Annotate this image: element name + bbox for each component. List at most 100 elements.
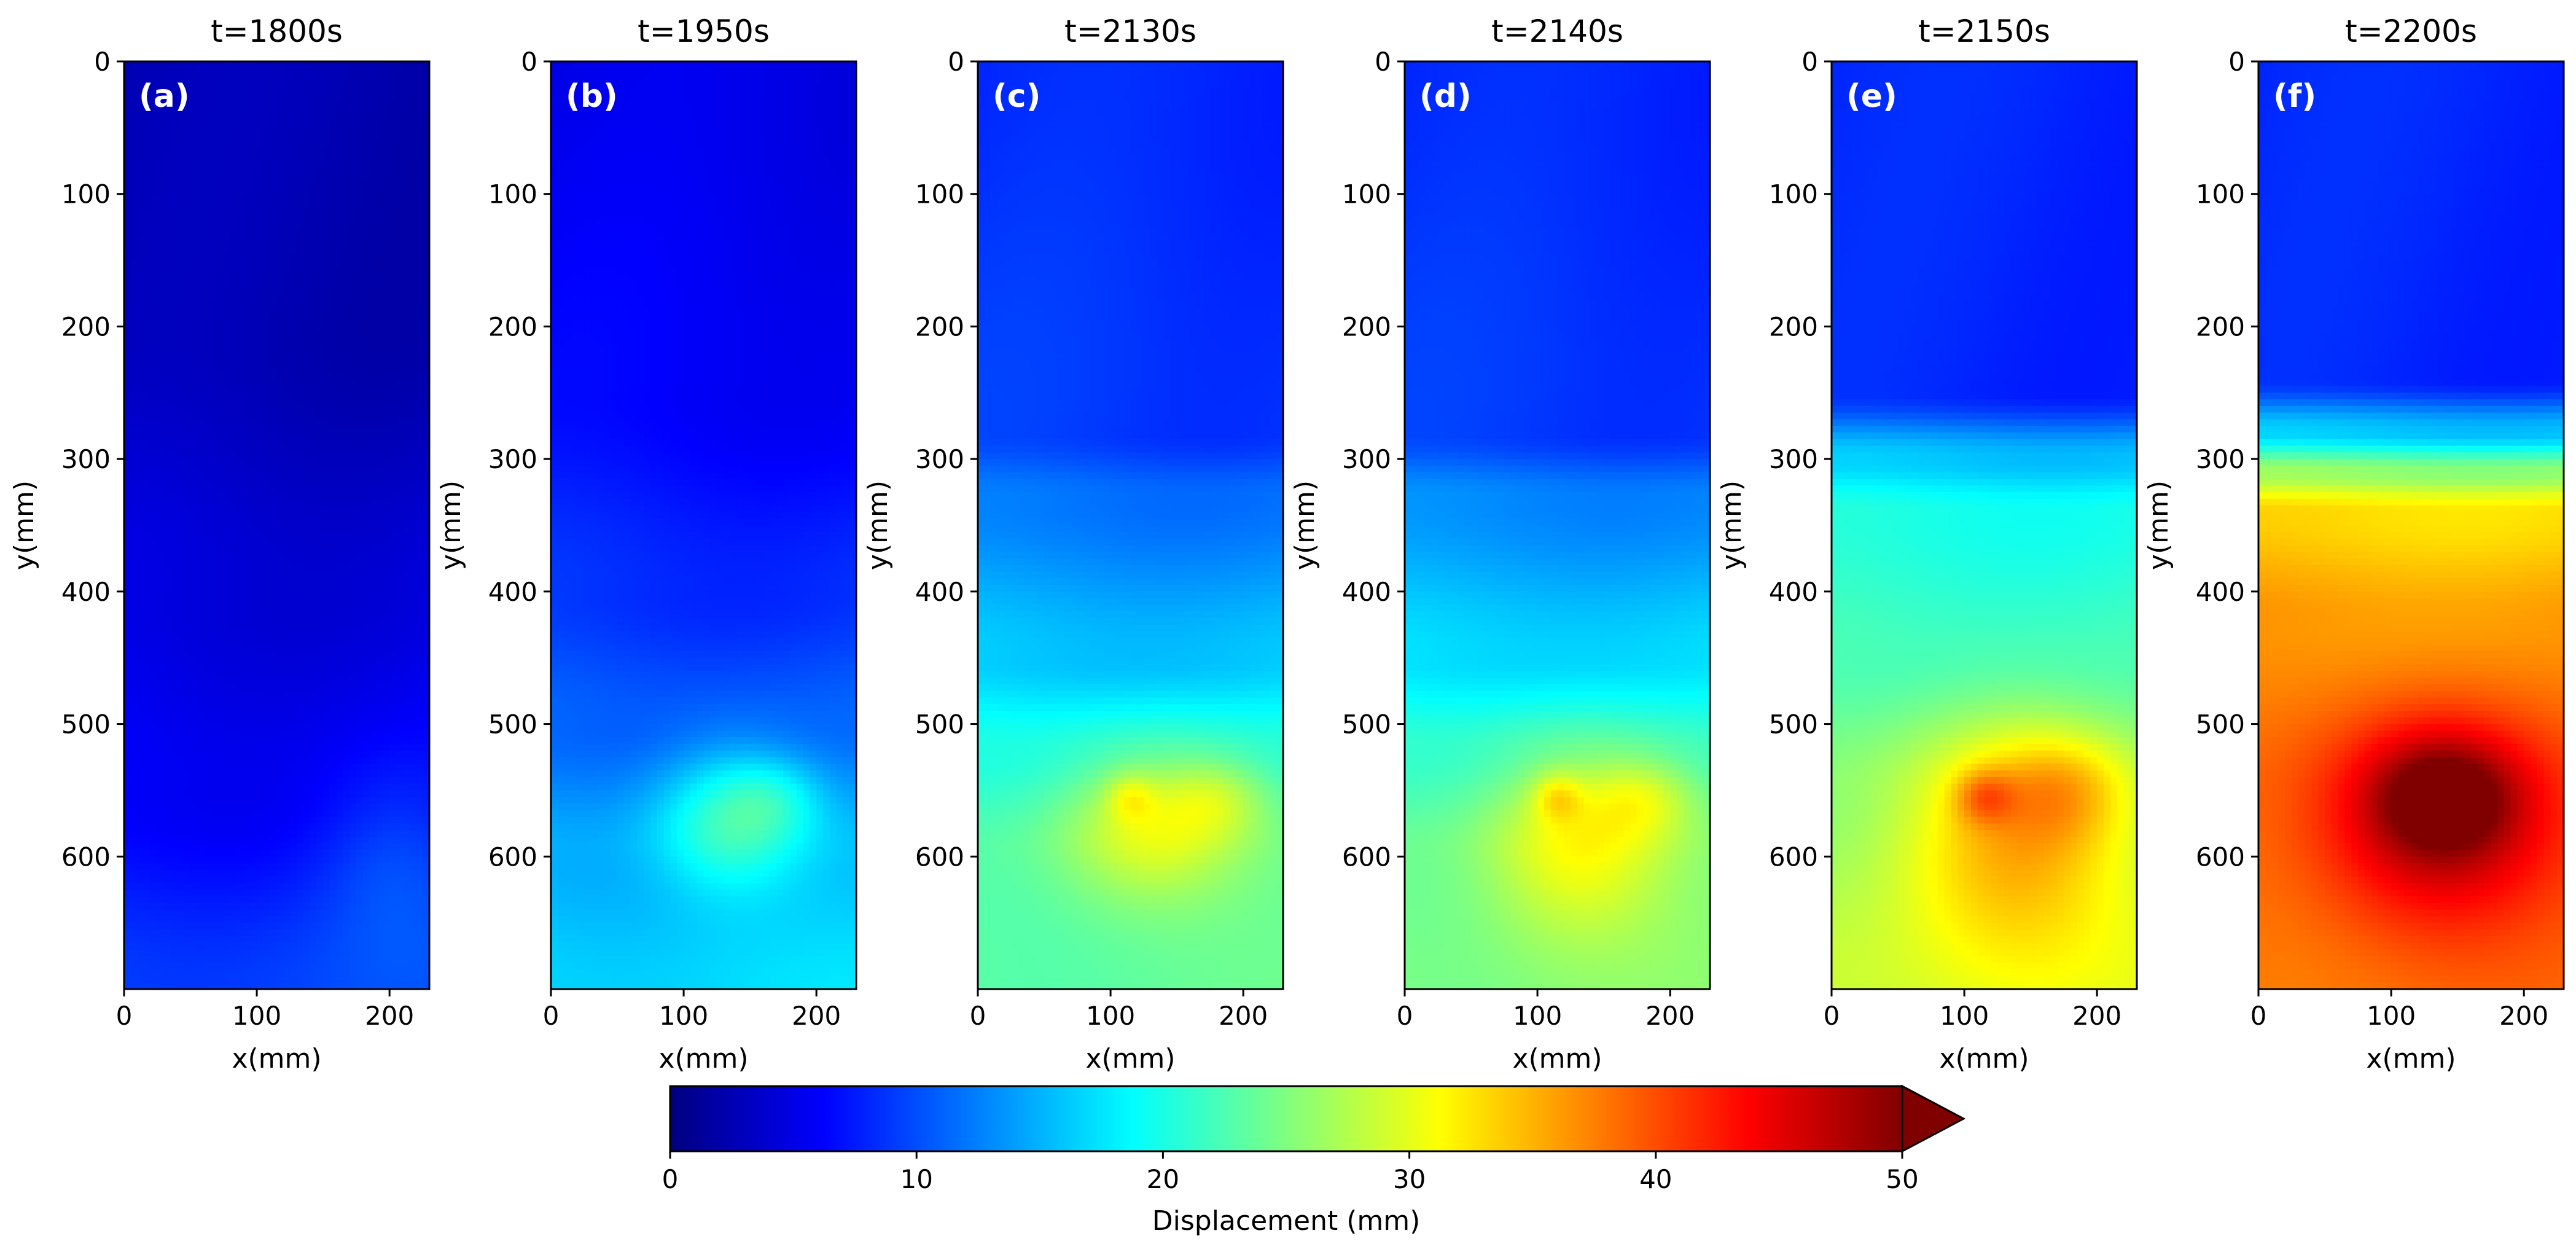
y-axis-label: y(mm)	[1289, 480, 1321, 570]
colorbar-tick-label: 30	[1393, 1164, 1426, 1194]
y-tick-label: 400	[488, 577, 537, 607]
y-tick-label: 100	[1769, 179, 1818, 209]
panel-tag-3: (d)	[1419, 78, 1472, 115]
x-axis-label: x(mm)	[658, 1043, 748, 1074]
y-tick-label: 600	[1769, 842, 1818, 872]
y-tick-label: 300	[488, 444, 537, 474]
x-tick-label: 0	[970, 1001, 986, 1031]
y-tick-label: 500	[2196, 710, 2245, 740]
y-axis-label: y(mm)	[862, 480, 894, 570]
panel-tag-5: (f)	[2273, 78, 2316, 115]
x-tick-label: 0	[116, 1001, 133, 1031]
panel-tag-1: (b)	[566, 78, 618, 115]
y-tick-label: 400	[61, 577, 111, 607]
y-tick-label: 0	[948, 47, 964, 77]
x-tick-label: 200	[792, 1001, 841, 1031]
y-tick-label: 0	[1801, 47, 1818, 77]
x-tick-label: 100	[2367, 1001, 2416, 1031]
y-tick-label: 600	[915, 842, 964, 872]
colorbar-extend-arrow	[1902, 1086, 1964, 1151]
panel-title-2: t=2130s	[1064, 14, 1196, 49]
y-tick-label: 300	[1769, 444, 1818, 474]
panel-title-5: t=2200s	[2345, 14, 2477, 49]
colorbar-tick-label: 0	[662, 1164, 679, 1194]
y-tick-label: 500	[61, 710, 111, 740]
panel-title-4: t=2150s	[1918, 14, 2050, 49]
y-tick-label: 400	[2196, 577, 2245, 607]
y-tick-label: 400	[915, 577, 964, 607]
y-tick-label: 300	[61, 444, 111, 474]
colorbar-tick-label: 20	[1147, 1164, 1179, 1194]
y-tick-label: 400	[1342, 577, 1391, 607]
y-tick-label: 400	[1769, 577, 1818, 607]
x-tick-label: 100	[1086, 1001, 1135, 1031]
x-axis-label: x(mm)	[1085, 1043, 1175, 1074]
colorbar-label: Displacement (mm)	[1152, 1205, 1421, 1237]
heatmap-0	[124, 61, 430, 990]
y-tick-label: 100	[1342, 179, 1391, 209]
y-tick-label: 500	[1342, 710, 1391, 740]
y-tick-label: 100	[61, 179, 111, 209]
y-tick-label: 0	[1375, 47, 1391, 77]
x-tick-label: 100	[1940, 1001, 1989, 1031]
x-tick-label: 200	[1219, 1001, 1268, 1031]
panel-tag-4: (e)	[1846, 78, 1897, 115]
heatmap-2	[978, 61, 1284, 990]
x-tick-label: 200	[365, 1001, 414, 1031]
panel-tag-0: (a)	[139, 78, 190, 115]
y-tick-label: 200	[488, 311, 537, 342]
y-tick-label: 0	[521, 47, 537, 77]
y-tick-label: 200	[1769, 311, 1818, 342]
x-tick-label: 200	[1645, 1001, 1695, 1031]
y-tick-label: 0	[94, 47, 111, 77]
y-tick-label: 600	[488, 842, 537, 872]
y-axis-label: y(mm)	[435, 480, 467, 570]
y-tick-label: 600	[2196, 842, 2245, 872]
x-tick-label: 200	[2499, 1001, 2548, 1031]
y-tick-label: 500	[1769, 710, 1818, 740]
heatmap-1	[551, 61, 857, 990]
x-tick-label: 100	[232, 1001, 281, 1031]
y-tick-label: 100	[2196, 179, 2245, 209]
heatmap-3	[1405, 61, 1711, 990]
y-axis-label: y(mm)	[2143, 480, 2174, 570]
y-tick-label: 600	[61, 842, 111, 872]
y-tick-label: 500	[915, 710, 964, 740]
y-axis-label: y(mm)	[1716, 480, 1747, 570]
y-tick-label: 0	[2228, 47, 2245, 77]
panel-tag-2: (c)	[993, 78, 1040, 115]
y-axis-label: y(mm)	[9, 480, 40, 570]
panel-title-3: t=2140s	[1491, 14, 1623, 49]
y-tick-label: 200	[2196, 311, 2245, 342]
y-tick-label: 600	[1342, 842, 1391, 872]
x-tick-label: 200	[2072, 1001, 2121, 1031]
figure: t=1800s(a)01002003004005006000 100 200x(mm…	[0, 0, 2576, 1252]
x-tick-label: 100	[1513, 1001, 1562, 1031]
x-tick-label: 0	[2250, 1001, 2267, 1031]
y-tick-label: 300	[2196, 444, 2245, 474]
colorbar-gradient	[670, 1086, 1902, 1151]
x-tick-label: 0	[1397, 1001, 1413, 1031]
colorbar-tick-label: 40	[1639, 1164, 1672, 1194]
y-tick-label: 300	[1342, 444, 1391, 474]
panel-title-0: t=1800s	[211, 14, 343, 49]
panels-group: t=1800s (a) 0 100 200 300 400 500 600 0 100 200 x(mm…	[9, 14, 2564, 1074]
x-tick-label: 0	[543, 1001, 560, 1031]
x-tick-label: 100	[659, 1001, 708, 1031]
x-tick-label: 0	[1824, 1001, 1840, 1031]
y-tick-label: 200	[915, 311, 964, 342]
panel-title-1: t=1950s	[638, 14, 770, 49]
heatmap-5	[2258, 61, 2564, 990]
y-tick-label: 200	[1342, 311, 1391, 342]
colorbar-tick-label: 50	[1886, 1164, 1918, 1194]
y-tick-label: 200	[61, 311, 111, 342]
panel-4: t=2150s (e) 0 100 200 300 400 500 600 0 100 200 x(mm…	[1716, 14, 2137, 1074]
x-axis-label: x(mm)	[1939, 1043, 2029, 1074]
y-tick-label: 100	[488, 179, 537, 209]
